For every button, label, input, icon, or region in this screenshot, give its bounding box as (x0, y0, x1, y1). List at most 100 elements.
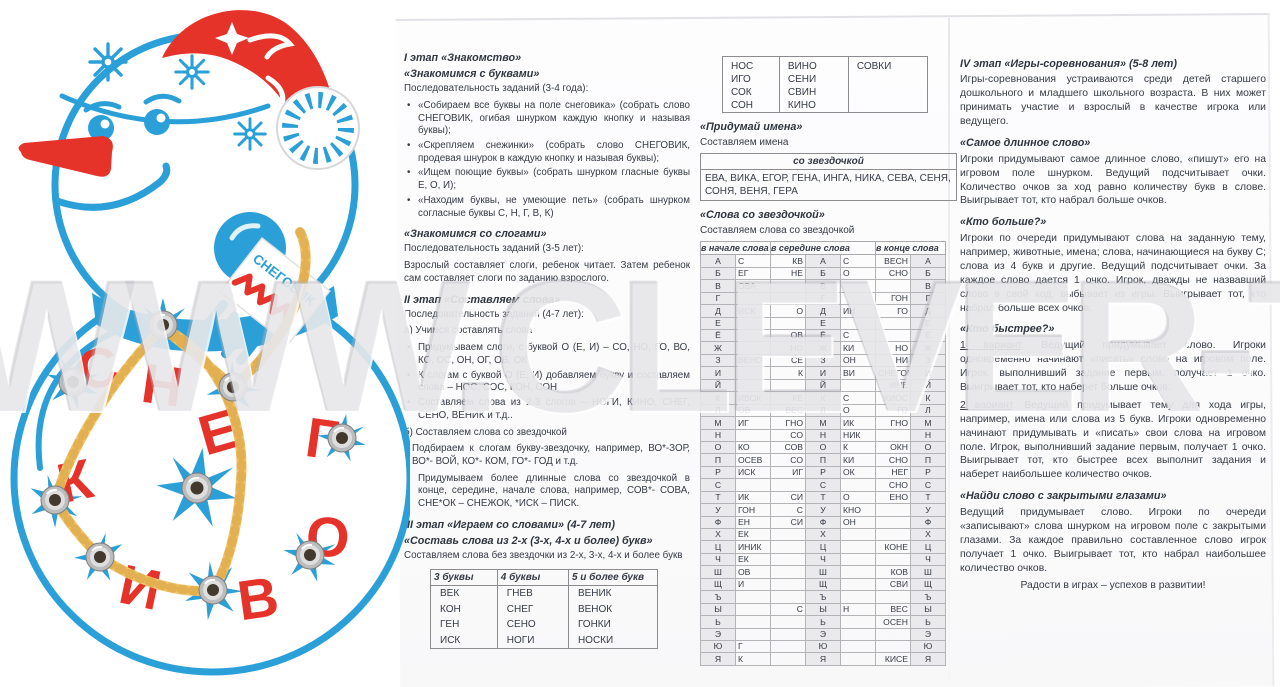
table-cell (770, 528, 806, 542)
table-cell: ОВА (735, 279, 771, 293)
table-cell: ИГ (735, 416, 771, 430)
table-cell: СОН (722, 99, 780, 113)
list-item: «Находим буквы, не умеющие петь» (собрат… (407, 195, 690, 220)
table-cell: Ь (700, 615, 736, 629)
stage2-task-list: Придумываем слоги, с буквой О (Е, И) – С… (404, 342, 690, 422)
table-cell: Т (700, 490, 736, 505)
table-cell: Х (805, 528, 841, 542)
table-cell: ОН (840, 353, 876, 368)
table-cell: Ф (910, 515, 946, 530)
right-eye (144, 109, 170, 135)
table-cell: СЕ (770, 353, 806, 368)
table-cell: ГО (875, 403, 911, 418)
scarf-zigzag (231, 273, 291, 326)
stage4-intro: Игры-соревнования устраиваются среди дет… (960, 74, 1266, 128)
variant2-label: 2 вариант (960, 399, 1013, 411)
words-continuation-table: НОС ВИНО СОВКИ ИГО СЕНИ СОК СВИН СОН КИНО (722, 56, 929, 113)
table-cell (770, 540, 806, 554)
table-cell: ЕК (735, 552, 771, 567)
table-cell: С (770, 602, 806, 617)
table-cell: ОСЕВ (735, 453, 771, 467)
mouth (53, 162, 171, 211)
table-cell: Е (910, 316, 946, 331)
table-cell (735, 316, 771, 331)
table-row: У ГОН С У КНО У (700, 503, 946, 517)
table-cell: НИК (840, 428, 876, 442)
table-cell (847, 99, 929, 113)
table-cell: ГНО (770, 416, 806, 430)
table-cell: ВЕС (770, 403, 806, 418)
table-cell: С (840, 391, 876, 405)
table-cell (770, 552, 806, 567)
table-cell: П (805, 453, 841, 467)
table-cell: В (910, 279, 946, 293)
snowman-face (18, 93, 182, 211)
table-cell: Х (910, 528, 946, 542)
table-cell: ОВ (735, 565, 771, 579)
stage1-subtitle: «Знакомимся с буквами» (404, 68, 540, 81)
list-item: «Скрепляем снежинки» (собрать слово СНЕГ… (407, 140, 690, 165)
table-row: СОН КИНО (722, 99, 929, 113)
table-cell: СИ (770, 490, 806, 505)
table-cell: Е (805, 316, 841, 331)
table-cell: К (735, 652, 771, 666)
table-cell: Н (700, 428, 736, 442)
table-cell (875, 279, 911, 293)
table-cell: Ю (805, 639, 841, 654)
table-row: Ч ЕК Ч Ч (700, 552, 946, 567)
table-cell (840, 590, 876, 604)
table-cell: Р (910, 465, 946, 480)
names-table-body: ЕВА, ВИКА, ЕГОР, ГЕНА, ИНГА, НИКА, СЕВА,… (705, 173, 951, 198)
table-cell: ГНО (875, 416, 911, 430)
table-cell (770, 627, 806, 641)
table-cell: П (910, 453, 946, 467)
table-cell: СНЕГОВИК (875, 366, 911, 380)
table-cell (735, 615, 771, 629)
table-cell: Ц (805, 540, 841, 554)
table-cell (735, 366, 771, 380)
table-cell: М (910, 416, 946, 430)
table-cell: Ф (805, 515, 841, 530)
table-cell: И (910, 366, 946, 380)
table-cell: КИ (840, 453, 876, 467)
table-cell (840, 279, 876, 293)
game3-variant1: 1 вариант. Ведущий придумывает слово. Иг… (960, 339, 1266, 393)
table-cell: ВЕК (430, 585, 498, 602)
table-cell: Б (805, 266, 841, 281)
table-cell: К (700, 391, 736, 405)
table-cell: ОКН (875, 440, 911, 455)
table-cell: О (910, 440, 946, 455)
table-cell (770, 316, 806, 331)
table-cell: Ж (910, 341, 946, 355)
table-cell: НО (875, 341, 911, 355)
table-cell: Я (700, 652, 736, 666)
table-cell: Э (805, 627, 841, 641)
stage3-subtitle: «Составь слова из 2-х (3-х, 4-х и более)… (404, 534, 653, 547)
table-cell (875, 552, 911, 567)
table-cell: Г (700, 291, 736, 306)
list-item: К слогам с буквой О (Е, И) добавляем бук… (407, 370, 690, 395)
snowman-illustration: СНЕГОВИК (10, 10, 410, 676)
table-cell: Ш (805, 565, 841, 579)
table-cell: Л (700, 403, 736, 418)
table-cell (735, 590, 771, 604)
table-cell: КОНЕ (875, 540, 911, 554)
table-cell: А (700, 254, 736, 268)
table-cell: Г (805, 291, 841, 306)
table-cell: СВИ (875, 577, 911, 592)
table-cell (875, 590, 911, 604)
stage2-star-example: Подбираем к слогам букву-звездочку, напр… (412, 443, 690, 468)
table-row: Ш ОВ Ш КОВ Ш (700, 565, 946, 579)
table-cell: С (840, 329, 876, 343)
table-cell: ОН (840, 515, 876, 530)
table-cell (847, 86, 929, 99)
table-cell (770, 615, 806, 629)
table-row: Я К Я КИСЕ Я (700, 652, 946, 666)
table-cell: ВИНО (778, 56, 849, 73)
table-cell: ГОНКИ (567, 617, 659, 633)
table-cell: ГНЕВ (496, 585, 569, 602)
table-row: Ь Ь ОСЕН Ь (700, 615, 946, 629)
table-cell (875, 329, 911, 343)
table-cell: ВЕНОК (567, 601, 659, 618)
table-cell: НОГИ (496, 632, 569, 649)
